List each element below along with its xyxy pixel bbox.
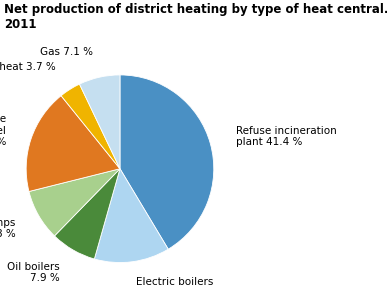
Wedge shape [94,169,168,263]
Wedge shape [26,96,120,192]
Text: Net production of district heating by type of heat central. Per cent.
2011: Net production of district heating by ty… [4,3,387,31]
Wedge shape [55,169,120,259]
Text: Electric boilers
13.0 %: Electric boilers 13.0 % [136,277,213,286]
Text: Gas 7.1 %: Gas 7.1 % [40,47,93,57]
Text: Oil boilers
7.9 %: Oil boilers 7.9 % [7,262,60,283]
Text: Refuse incineration
plant 41.4 %: Refuse incineration plant 41.4 % [236,126,336,148]
Wedge shape [120,75,214,249]
Text: Wood waste
and bio fuel
18.1 %: Wood waste and bio fuel 18.1 % [0,114,6,147]
Wedge shape [29,169,120,236]
Wedge shape [61,84,120,169]
Wedge shape [79,75,120,169]
Text: Waste heat 3.7 %: Waste heat 3.7 % [0,62,56,72]
Text: Heat pumps
8.8 %: Heat pumps 8.8 % [0,218,16,239]
